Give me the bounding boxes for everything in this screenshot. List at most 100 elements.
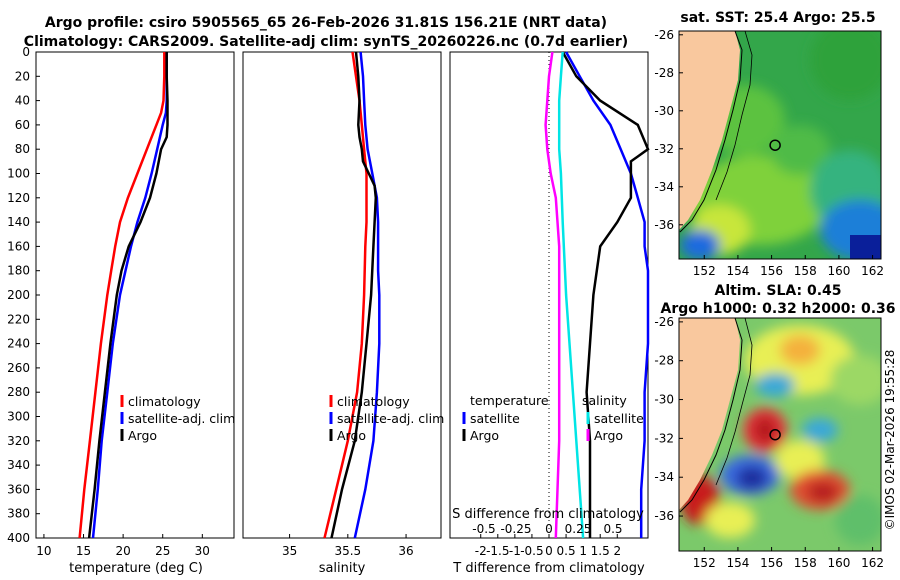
- map-x-tick-label: 158: [794, 556, 817, 570]
- s-difference-ticks: -0.5 -0.25 0 0.25 0.5: [472, 522, 622, 536]
- y-tick-label: 120: [7, 191, 30, 205]
- legend-climatology: climatology: [128, 394, 201, 409]
- map-y-tick-label: -32: [654, 431, 674, 445]
- salinity-x-axis: 35 35.5 36: [282, 534, 414, 558]
- x-tick-label: 35: [282, 544, 297, 558]
- sst-map-axes: 152 154 156 158 160 162 -26 -28 -30 -32 -34 -36: [654, 28, 884, 278]
- salinity-panel-frame: [242, 51, 442, 539]
- sla-map: [679, 318, 881, 551]
- x-tick-label: -0.5: [520, 544, 543, 558]
- y-tick-label: 60: [15, 118, 30, 132]
- depth-axis: 0 20 40 60 80 100 120 140 160 180 200 220 240 260 280 3…: [7, 45, 40, 545]
- y-tick-label: 300: [7, 410, 30, 424]
- sst-map-frame: [678, 30, 882, 260]
- temperature-panel-frame: [35, 51, 235, 539]
- series-line-salinity-satellite: [557, 51, 585, 539]
- map-y-tick-label: -30: [654, 104, 674, 118]
- s-tick-label: -0.5: [472, 522, 495, 536]
- legend-argo: Argo: [128, 428, 157, 443]
- y-tick-label: 20: [15, 69, 30, 83]
- temperature-x-axis: 10 15 20 25 30: [36, 534, 210, 558]
- x-tick-label: -2: [475, 544, 487, 558]
- temperature-axis-label: temperature (deg C): [69, 561, 203, 576]
- map-y-tick-label: -28: [654, 354, 674, 368]
- y-tick-label: 340: [7, 458, 30, 472]
- salinity-profiles: [323, 51, 381, 539]
- map-y-tick-label: -30: [654, 393, 674, 407]
- x-tick-label: -1.5: [486, 544, 509, 558]
- map-y-tick-label: -36: [654, 218, 674, 232]
- argo-float-marker: [769, 428, 781, 441]
- x-tick-label: 0.5: [557, 544, 576, 558]
- title-line-1: Argo profile: csiro 5905565_65 26-Feb-20…: [45, 15, 607, 31]
- difference-x-axis: -2 -1.5 -1 -0.5 0 0.5 1 1.5 2: [475, 534, 621, 558]
- y-tick-label: 280: [7, 385, 30, 399]
- x-tick-label: 0: [545, 544, 553, 558]
- map-x-tick-label: 156: [760, 264, 783, 278]
- legend-satellite: satellite-adj. clim: [128, 411, 235, 426]
- argo-float-marker: [769, 139, 781, 151]
- map-x-tick-label: 154: [726, 556, 749, 570]
- map-x-tick-label: 160: [827, 556, 850, 570]
- series-line-satellite-adj-clim: [91, 52, 168, 539]
- sla-map-title-1: Altim. SLA: 0.45: [714, 283, 841, 299]
- s-tick-label: 0.5: [603, 522, 622, 536]
- map-x-tick-label: 158: [794, 264, 817, 278]
- y-tick-label: 240: [7, 337, 30, 351]
- map-x-tick-label: 160: [827, 264, 850, 278]
- x-tick-label: -1: [509, 544, 521, 558]
- y-tick-label: 400: [7, 531, 30, 545]
- x-tick-label: 15: [76, 544, 91, 558]
- temperature-profiles: [78, 52, 169, 539]
- series-line-argo: [87, 52, 169, 539]
- y-tick-label: 160: [7, 239, 30, 253]
- x-tick-label: 1.5: [591, 544, 610, 558]
- x-tick-label: 35.5: [334, 544, 361, 558]
- map-y-tick-label: -36: [654, 509, 674, 523]
- sla-map-title-2: Argo h1000: 0.32 h2000: 0.36: [660, 301, 895, 317]
- salinity-legend: climatology satellite-adj. clim Argo: [329, 394, 444, 443]
- map-x-tick-label: 154: [726, 264, 749, 278]
- s-tick-label: 0: [545, 522, 553, 536]
- series-line-climatology: [78, 52, 166, 539]
- x-tick-label: 36: [398, 544, 413, 558]
- x-tick-label: 10: [36, 544, 51, 558]
- y-tick-label: 140: [7, 215, 30, 229]
- y-tick-label: 220: [7, 312, 30, 326]
- series-line-satellite-adj-clim: [353, 51, 381, 539]
- y-tick-label: 100: [7, 167, 30, 181]
- legend-t-satellite: satellite: [470, 411, 520, 426]
- y-tick-label: 320: [7, 434, 30, 448]
- map-y-tick-label: -26: [654, 315, 674, 329]
- series-line-argo: [330, 51, 378, 539]
- legend-salinity-heading: salinity: [582, 393, 627, 408]
- y-tick-label: 260: [7, 361, 30, 375]
- s-difference-axis-label: S difference from climatology: [452, 507, 644, 522]
- sla-map-axes: 152 154 156 158 160 162 -26 -28 -30 -32 -34 -36: [654, 315, 884, 570]
- y-tick-label: 40: [15, 94, 30, 108]
- map-y-tick-label: -26: [654, 28, 674, 42]
- australia-land: [679, 318, 740, 510]
- x-tick-label: 1: [579, 544, 587, 558]
- map-x-tick-label: 156: [760, 556, 783, 570]
- australia-land: [679, 31, 740, 230]
- salinity-axis-label: salinity: [319, 561, 366, 576]
- series-line-temperature-satellite: [565, 51, 650, 538]
- difference-legend: temperature satellite Argo salinity sate…: [462, 393, 644, 443]
- legend-t-argo: Argo: [470, 428, 499, 443]
- y-tick-label: 360: [7, 482, 30, 496]
- sla-map-frame: [678, 317, 882, 552]
- map-x-tick-label: 152: [693, 264, 716, 278]
- x-tick-label: 30: [195, 544, 210, 558]
- difference-profiles: [544, 51, 650, 539]
- sst-map-title: sat. SST: 25.4 Argo: 25.5: [680, 10, 875, 26]
- legend-climatology: climatology: [337, 394, 410, 409]
- map-x-tick-label: 152: [693, 556, 716, 570]
- legend-argo: Argo: [337, 428, 366, 443]
- footer-credit: ©IMOS 02-Mar-2026 19:55:28: [883, 350, 897, 531]
- map-y-tick-label: -34: [654, 470, 674, 484]
- x-tick-label: 20: [115, 544, 130, 558]
- y-tick-label: 0: [22, 45, 30, 59]
- series-line-salinity-argo: [544, 51, 561, 539]
